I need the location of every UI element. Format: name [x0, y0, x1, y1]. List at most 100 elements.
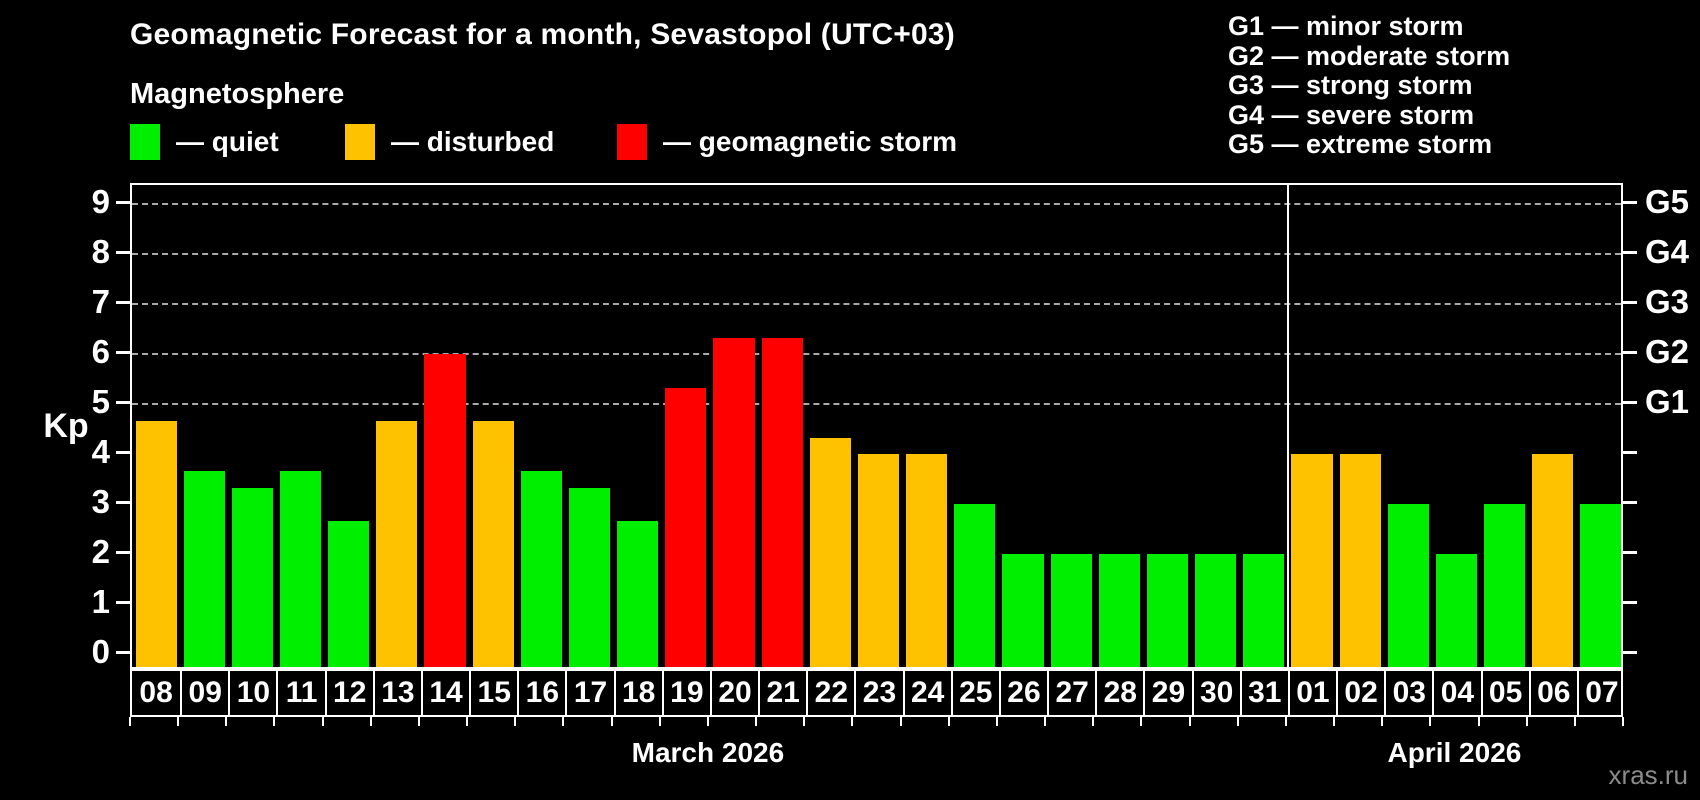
x-axis-tick-6 — [417, 717, 420, 726]
x-axis-tick-4 — [321, 717, 324, 726]
y-axis-title-kp: Kp — [43, 407, 89, 445]
right-axis-label-g5: G5 — [1645, 183, 1690, 220]
x-axis-tick-19 — [1044, 717, 1047, 726]
day-label-april-02: 02 — [1336, 671, 1384, 715]
bar-march-28 — [1098, 554, 1140, 667]
bar-april-02 — [1339, 454, 1381, 667]
x-axis-tick-0 — [129, 717, 131, 726]
y-tick-label-3: 3 — [91, 483, 110, 520]
bar-april-06 — [1532, 454, 1574, 667]
y-axis-tick-right-3 — [1623, 501, 1637, 504]
x-axis-tick-5 — [369, 717, 372, 726]
day-label-march-28: 28 — [1095, 671, 1143, 715]
day-label-march-19: 19 — [661, 671, 710, 715]
y-tick-label-8: 8 — [91, 233, 110, 270]
day-label-march-16: 16 — [517, 671, 565, 715]
y-tick-label-7: 7 — [91, 283, 110, 320]
day-label-march-21: 21 — [758, 671, 806, 715]
x-axis-tick-18 — [995, 717, 998, 726]
right-axis-label-g4: G4 — [1645, 233, 1690, 270]
bar-march-22 — [809, 437, 851, 667]
y-axis-tick-left-3 — [116, 501, 130, 504]
y-axis-tick-right-1 — [1623, 601, 1637, 604]
y-axis-tick-right-2 — [1623, 551, 1637, 554]
bar-march-27 — [1050, 554, 1092, 667]
day-label-march-09: 09 — [180, 671, 228, 715]
bar-april-03 — [1387, 504, 1429, 667]
day-label-april-05: 05 — [1480, 671, 1529, 715]
day-label-march-17: 17 — [565, 671, 613, 715]
x-axis-tick-23 — [1236, 717, 1239, 726]
y-axis-tick-left-0 — [116, 651, 130, 654]
storm-scale-g5: G5 — extreme storm — [1228, 129, 1493, 160]
bar-march-31 — [1243, 554, 1285, 667]
bar-march-12 — [328, 520, 370, 667]
disturbed-color-swatch-icon — [345, 124, 375, 160]
x-axis-tick-14 — [803, 717, 806, 726]
x-axis-tick-7 — [466, 717, 469, 726]
x-axis-tick-8 — [514, 717, 517, 726]
day-label-march-20: 20 — [709, 671, 758, 715]
bar-march-08 — [135, 420, 177, 667]
y-axis-tick-right-9 — [1623, 201, 1637, 204]
bar-march-09 — [183, 470, 225, 667]
bar-march-26 — [1002, 554, 1044, 667]
bar-march-29 — [1146, 554, 1189, 667]
x-axis-tick-12 — [706, 717, 709, 726]
day-label-march-08: 08 — [139, 676, 173, 709]
gridline-kp-6 — [132, 353, 1621, 355]
subtitle-magnetosphere: Magnetosphere — [130, 78, 345, 110]
legend-label-storm: — geomagnetic storm — [663, 126, 958, 157]
day-label-march-31: 31 — [1239, 671, 1288, 715]
legend-item-disturbed: — disturbed — [345, 122, 554, 162]
gridline-kp-9 — [132, 203, 1621, 205]
y-axis-tick-left-8 — [116, 251, 130, 254]
bar-april-04 — [1435, 554, 1477, 667]
watermark-xras: xras.ru — [1608, 760, 1688, 790]
y-axis-tick-right-4 — [1623, 451, 1637, 454]
storm-scale-g3: G3 — strong storm — [1228, 70, 1473, 101]
x-axis-tick-31 — [1622, 717, 1624, 726]
bar-march-14 — [424, 354, 466, 667]
y-tick-label-6: 6 — [91, 333, 110, 370]
day-label-march-26: 26 — [998, 671, 1047, 715]
bar-march-25 — [954, 504, 996, 667]
day-label-march-13: 13 — [372, 671, 421, 715]
month-separator — [1286, 185, 1289, 667]
x-axis-tick-10 — [610, 717, 613, 726]
y-axis-tick-left-2 — [116, 551, 130, 554]
day-label-april-07: 07 — [1576, 671, 1625, 715]
right-axis-label-g1: G1 — [1645, 383, 1690, 420]
bar-march-13 — [376, 420, 418, 667]
gridline-kp-8 — [132, 253, 1621, 255]
day-label-april-06: 06 — [1528, 671, 1577, 715]
x-axis-tick-16 — [899, 717, 902, 726]
day-label-march-12: 12 — [324, 671, 373, 715]
y-tick-label-2: 2 — [91, 533, 110, 570]
bar-march-15 — [472, 420, 514, 667]
x-axis-tick-21 — [1140, 717, 1143, 726]
y-tick-label-1: 1 — [91, 583, 110, 620]
x-axis-tick-11 — [658, 717, 661, 726]
day-label-march-11: 11 — [276, 671, 324, 715]
day-label-march-30: 30 — [1191, 671, 1240, 715]
x-axis-tick-3 — [273, 717, 276, 726]
day-label-march-24: 24 — [902, 671, 951, 715]
x-axis-tick-13 — [755, 717, 758, 726]
x-axis-tick-2 — [225, 717, 228, 726]
x-axis-tick-24 — [1284, 717, 1287, 726]
day-label-march-10: 10 — [228, 671, 276, 715]
x-axis-tick-27 — [1429, 717, 1432, 726]
x-axis-tick-22 — [1188, 717, 1191, 726]
x-axis-tick-26 — [1381, 717, 1384, 726]
bar-april-01 — [1291, 454, 1333, 667]
y-axis-tick-left-6 — [116, 351, 130, 354]
day-label-april-01: 01 — [1287, 671, 1336, 715]
day-label-march-15: 15 — [469, 671, 517, 715]
bar-march-18 — [617, 520, 659, 667]
x-axis-tick-28 — [1477, 717, 1480, 726]
storm-scale-legend: G1 — minor storm G2 — moderate storm G3 … — [1228, 11, 1510, 160]
day-label-march-22: 22 — [806, 671, 854, 715]
month-label-march: March 2026 — [631, 737, 785, 768]
